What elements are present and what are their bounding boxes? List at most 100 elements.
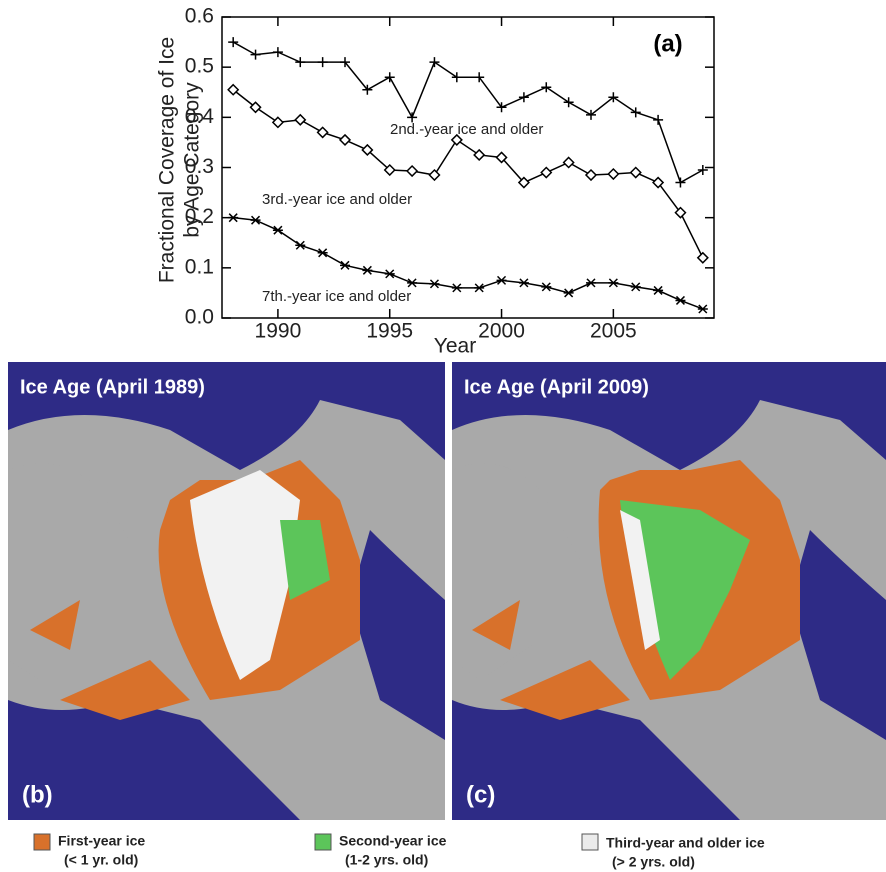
legend-swatch bbox=[314, 833, 332, 851]
data-point bbox=[697, 304, 708, 314]
data-point bbox=[317, 57, 328, 68]
map-label: (c) bbox=[466, 781, 495, 808]
data-point bbox=[541, 282, 552, 292]
data-point bbox=[383, 163, 396, 177]
data-point bbox=[517, 176, 530, 189]
data-point bbox=[474, 72, 485, 83]
data-point bbox=[250, 215, 261, 225]
series-line bbox=[232, 89, 704, 259]
map-panel bbox=[8, 362, 445, 820]
data-point bbox=[607, 167, 620, 181]
data-point bbox=[675, 177, 686, 188]
data-point bbox=[630, 107, 641, 118]
data-point bbox=[697, 165, 708, 176]
x-tick-label: 1990 bbox=[255, 320, 302, 343]
data-point bbox=[653, 285, 664, 295]
data-point bbox=[338, 133, 352, 146]
y-tick-label: 0.2 bbox=[185, 205, 214, 228]
data-point bbox=[407, 112, 418, 123]
data-point bbox=[518, 278, 529, 288]
data-point bbox=[450, 133, 463, 146]
data-point bbox=[228, 213, 239, 223]
data-point bbox=[562, 156, 575, 169]
legend-note: (1-2 yrs. old) bbox=[345, 852, 428, 868]
panel-label: (a) bbox=[653, 30, 682, 57]
legend-note: (> 2 yrs. old) bbox=[612, 854, 695, 870]
data-point bbox=[294, 113, 307, 126]
data-point bbox=[629, 166, 642, 179]
data-point bbox=[295, 240, 306, 250]
map-title: Ice Age (April 1989) bbox=[20, 376, 205, 398]
y-tick-label: 0.3 bbox=[185, 155, 214, 178]
data-point bbox=[428, 168, 441, 182]
map-panel bbox=[452, 362, 886, 820]
data-point bbox=[316, 126, 329, 139]
data-point bbox=[652, 176, 665, 189]
data-point bbox=[653, 114, 664, 125]
data-point bbox=[608, 278, 619, 288]
map-title: Ice Age (April 2009) bbox=[464, 376, 649, 398]
data-point bbox=[451, 72, 462, 83]
y-tick-label: 0.4 bbox=[185, 105, 215, 128]
y-axis-label: by Age Category bbox=[181, 82, 204, 238]
data-point bbox=[429, 279, 440, 289]
data-point bbox=[340, 57, 350, 68]
data-point bbox=[674, 206, 687, 219]
data-point bbox=[295, 57, 306, 68]
data-point bbox=[696, 251, 709, 264]
data-point bbox=[361, 143, 374, 157]
data-point bbox=[250, 49, 261, 60]
data-point bbox=[340, 260, 350, 270]
legend-label: Second-year ice bbox=[339, 833, 447, 849]
x-tick-label: 2000 bbox=[478, 320, 525, 343]
data-point bbox=[496, 275, 507, 285]
data-point bbox=[608, 92, 619, 103]
x-tick-label: 1995 bbox=[366, 320, 413, 343]
data-point bbox=[407, 278, 418, 288]
legend-label: Third-year and older ice bbox=[606, 835, 765, 851]
series-line bbox=[232, 41, 704, 184]
data-point bbox=[584, 168, 598, 182]
annotation: 3rd.-year ice and older bbox=[262, 191, 412, 208]
data-point bbox=[249, 101, 262, 114]
data-point bbox=[228, 37, 239, 48]
legend-label: First-year ice bbox=[58, 833, 145, 849]
data-point bbox=[518, 92, 529, 103]
data-point bbox=[563, 97, 574, 108]
data-point bbox=[474, 283, 485, 293]
data-point bbox=[384, 269, 395, 279]
data-point bbox=[271, 116, 284, 129]
x-tick-label: 2005 bbox=[590, 320, 637, 343]
data-point bbox=[540, 166, 553, 179]
map-label: (b) bbox=[22, 781, 53, 808]
data-point bbox=[406, 164, 419, 178]
data-point bbox=[362, 84, 373, 95]
legend-note: (< 1 yr. old) bbox=[64, 852, 138, 868]
y-axis-label: Fractional Coverage of Ice bbox=[156, 37, 179, 283]
data-point bbox=[473, 148, 486, 162]
data-point bbox=[586, 278, 596, 288]
legend-swatch bbox=[33, 833, 51, 851]
y-tick-label: 0.5 bbox=[185, 55, 214, 78]
data-point bbox=[317, 248, 328, 258]
annotation: 7th.-year ice and older bbox=[262, 288, 411, 305]
data-point bbox=[496, 102, 507, 113]
data-point bbox=[384, 72, 395, 83]
data-point bbox=[541, 82, 552, 93]
y-tick-label: 0.6 bbox=[185, 5, 214, 28]
data-point bbox=[272, 47, 283, 58]
y-tick-label: 0.0 bbox=[185, 306, 214, 329]
data-point bbox=[675, 295, 686, 305]
annotation: 2nd.-year ice and older bbox=[390, 121, 543, 138]
data-point bbox=[630, 282, 641, 292]
data-point bbox=[451, 283, 462, 293]
data-point bbox=[563, 288, 574, 298]
data-point bbox=[586, 109, 596, 120]
series-line bbox=[233, 216, 704, 310]
x-axis-label: Year bbox=[434, 335, 476, 358]
data-point bbox=[272, 225, 283, 235]
data-point bbox=[227, 83, 240, 96]
data-point bbox=[429, 57, 440, 68]
y-tick-label: 0.1 bbox=[185, 255, 214, 278]
